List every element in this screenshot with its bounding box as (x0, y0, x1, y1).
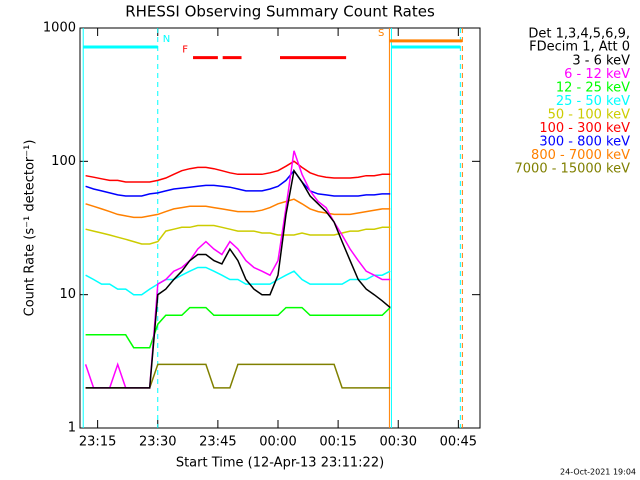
footer: 24-Oct-2021 19:04 (560, 468, 636, 477)
flag-label: N (163, 34, 170, 45)
y-tick-label: 10 (59, 287, 76, 302)
flag-label: S (378, 28, 384, 39)
y-tick-label: 1000 (43, 21, 76, 36)
legend-header: FDecim 1, Att 0 (529, 40, 630, 55)
flag-label: F (182, 45, 188, 56)
legend-entry: 12 - 25 keV (556, 81, 630, 96)
legend-entry: 300 - 800 keV (539, 135, 630, 150)
x-tick-label: 23:15 (79, 435, 116, 450)
series-line (85, 160, 391, 183)
series-line (85, 169, 391, 197)
legend-entry: 7000 - 15000 keV (515, 162, 631, 177)
x-tick-label: 00:00 (259, 435, 296, 450)
series-line (85, 306, 391, 349)
y-tick-label: 1 (68, 421, 76, 436)
series-line (85, 168, 391, 389)
series-line (85, 266, 391, 296)
x-tick-label: 00:30 (380, 435, 417, 450)
chart-title: RHESSI Observing Summary Count Rates (125, 3, 435, 21)
legend-header: Det 1,3,4,5,6,9, (528, 27, 630, 42)
y-axis-label: Count Rate (s⁻¹ detector⁻¹) (23, 140, 38, 317)
x-tick-label: 23:45 (199, 435, 236, 450)
series-line (85, 198, 391, 219)
x-tick-label: 00:15 (319, 435, 356, 450)
legend-entry: 25 - 50 keV (556, 94, 630, 109)
x-tick-label: 00:45 (440, 435, 477, 450)
x-axis-label: Start Time (12-Apr-13 23:11:22) (176, 456, 384, 471)
plot-frame (79, 27, 481, 429)
x-tick-label: 23:30 (139, 435, 176, 450)
y-tick-label: 100 (51, 154, 76, 169)
legend-entry: 100 - 300 keV (539, 121, 630, 136)
legend-entry: 6 - 12 keV (564, 67, 630, 82)
legend-entry: 50 - 100 keV (548, 108, 631, 123)
legend-entry: 3 - 6 keV (572, 54, 630, 69)
legend-entry: 800 - 7000 keV (531, 148, 630, 163)
